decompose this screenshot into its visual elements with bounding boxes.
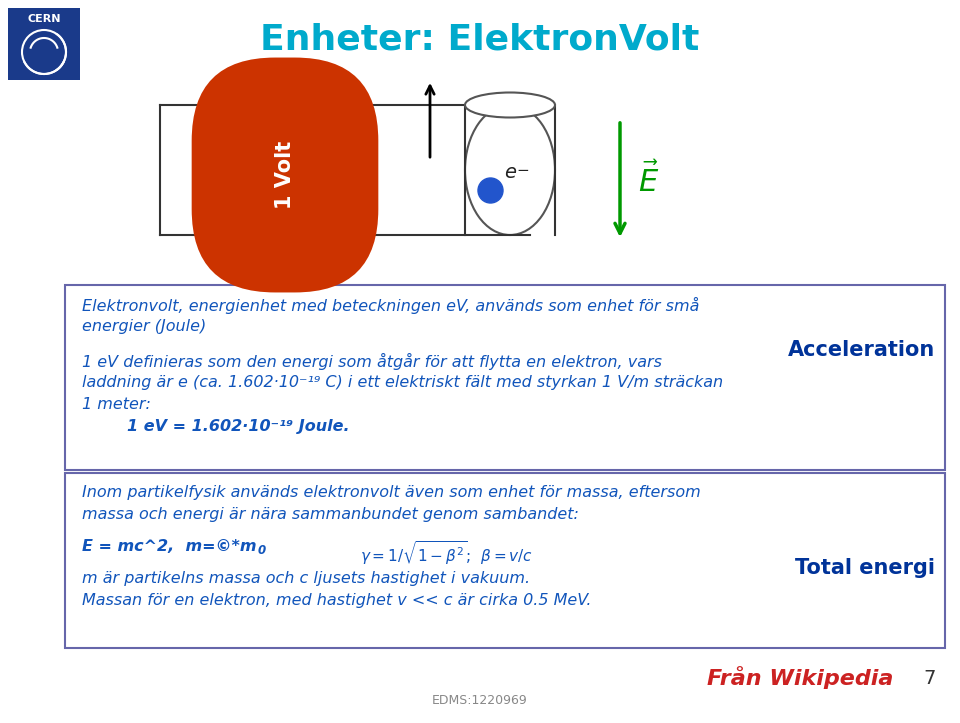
FancyBboxPatch shape — [65, 285, 945, 470]
Text: 7: 7 — [924, 669, 936, 688]
Text: $\gamma = 1/\sqrt{1-\beta^2}$;  $\beta = v/c$: $\gamma = 1/\sqrt{1-\beta^2}$; $\beta = … — [360, 539, 533, 567]
Text: m är partikelns massa och c ljusets hastighet i vakuum.: m är partikelns massa och c ljusets hast… — [82, 571, 530, 586]
Text: Från Wikipedia: Från Wikipedia — [707, 667, 893, 690]
Text: Inom partikelfysik används elektronvolt även som enhet för massa, eftersom: Inom partikelfysik används elektronvolt … — [82, 485, 701, 500]
Text: massa och energi är nära sammanbundet genom sambandet:: massa och energi är nära sammanbundet ge… — [82, 507, 579, 522]
Ellipse shape — [225, 90, 345, 120]
FancyBboxPatch shape — [225, 105, 345, 235]
Text: Elektronvolt, energienhet med beteckningen eV, används som enhet för små: Elektronvolt, energienhet med beteckning… — [82, 297, 700, 314]
Text: E = mc^2,  m=©*m: E = mc^2, m=©*m — [82, 539, 256, 554]
Text: Acceleration: Acceleration — [788, 340, 935, 360]
Text: Enheter: ElektronVolt: Enheter: ElektronVolt — [260, 22, 700, 56]
Ellipse shape — [260, 98, 310, 112]
Text: laddning är e (ca. 1.602·10⁻¹⁹ C) i ett elektriskt fält med styrkan 1 V/m sträck: laddning är e (ca. 1.602·10⁻¹⁹ C) i ett … — [82, 375, 723, 390]
FancyBboxPatch shape — [65, 473, 945, 648]
Text: energier (Joule): energier (Joule) — [82, 319, 206, 334]
Ellipse shape — [465, 93, 555, 118]
Text: −: − — [516, 163, 529, 178]
Text: $\vec{E}$: $\vec{E}$ — [638, 162, 660, 198]
Text: Total energi: Total energi — [795, 558, 935, 578]
Text: Massan för en elektron, med hastighet v << c är cirka 0.5 MeV.: Massan för en elektron, med hastighet v … — [82, 593, 591, 608]
Text: EDMS:1220969: EDMS:1220969 — [432, 693, 528, 706]
Ellipse shape — [225, 220, 345, 250]
Text: 1 meter:: 1 meter: — [82, 397, 151, 412]
Text: 1 eV = 1.602·10⁻¹⁹ Joule.: 1 eV = 1.602·10⁻¹⁹ Joule. — [82, 419, 349, 434]
FancyBboxPatch shape — [8, 8, 80, 80]
Ellipse shape — [465, 105, 555, 235]
Text: 1 Volt: 1 Volt — [275, 141, 295, 209]
Text: CERN: CERN — [27, 14, 60, 24]
Text: e: e — [504, 163, 516, 182]
Text: 0: 0 — [258, 544, 266, 557]
Text: 1 eV definieras som den energi som åtgår för att flytta en elektron, vars: 1 eV definieras som den energi som åtgår… — [82, 353, 662, 370]
